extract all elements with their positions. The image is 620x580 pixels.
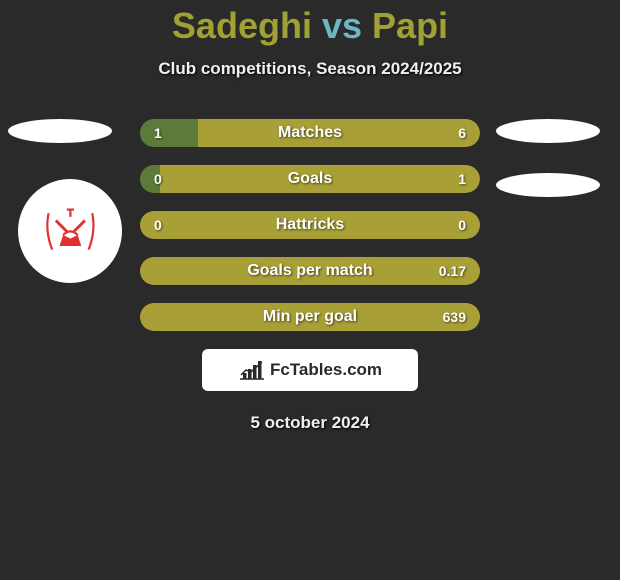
stat-bar: Goals per match0.17 [140,257,480,285]
comparison-bars: 1Matches60Goals10Hattricks0Goals per mat… [140,119,480,331]
player2-club-placeholder [496,173,600,197]
bar-label: Goals per match [140,257,480,285]
player2-avatar-placeholder [496,119,600,143]
stat-bar: 0Goals1 [140,165,480,193]
title-vs: vs [322,5,362,47]
bar-right-value: 639 [443,303,466,331]
stat-bar: 0Hattricks0 [140,211,480,239]
player1-avatar-placeholder [8,119,112,143]
infographic-container: Sadeghi vs Papi Club competitions, Seaso… [0,0,620,433]
club-crest-icon [34,195,107,268]
comparison-area: 1Matches60Goals10Hattricks0Goals per mat… [0,119,620,433]
bar-right-value: 1 [458,165,466,193]
bar-right-value: 0 [458,211,466,239]
stat-bar: 1Matches6 [140,119,480,147]
bar-right-value: 6 [458,119,466,147]
title-player1: Sadeghi [172,5,312,47]
bar-label: Hattricks [140,211,480,239]
subtitle: Club competitions, Season 2024/2025 [0,59,620,79]
player1-club-logo [18,179,122,283]
source-logo-text: FcTables.com [270,360,382,380]
source-logo-box: FcTables.com [202,349,418,391]
page-title: Sadeghi vs Papi [0,5,620,47]
bar-label: Matches [140,119,480,147]
bar-label: Goals [140,165,480,193]
date-text: 5 october 2024 [0,413,620,433]
title-player2: Papi [372,5,448,47]
bar-label: Min per goal [140,303,480,331]
chart-icon [238,359,266,381]
bar-right-value: 0.17 [439,257,466,285]
stat-bar: Min per goal639 [140,303,480,331]
